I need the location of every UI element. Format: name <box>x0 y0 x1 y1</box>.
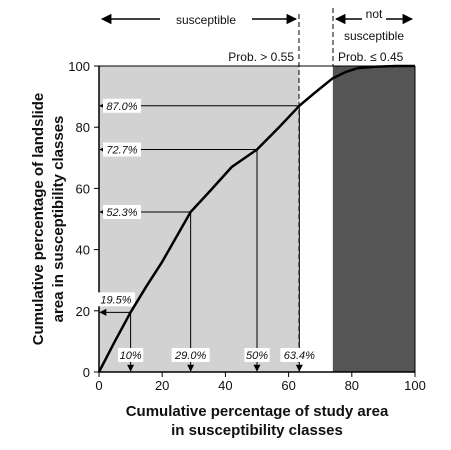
x-tick-label: 0 <box>95 378 102 393</box>
y-tick-label: 0 <box>83 365 90 380</box>
y-tick-label: 100 <box>68 59 90 74</box>
y-tick-label: 20 <box>76 304 90 319</box>
x-tick-label: 20 <box>155 378 169 393</box>
callout-label: 72.7% <box>106 145 137 157</box>
y-tick-label: 40 <box>76 243 90 258</box>
x-tick-label: 60 <box>281 378 295 393</box>
prob-low-label: Prob. ≤ 0.45 <box>338 50 404 64</box>
callout-label: 19.5% <box>100 294 131 306</box>
x-tick-label: 100 <box>404 378 426 393</box>
x-axis-title-line2: in susceptibility classes <box>171 422 343 439</box>
not-susceptible-label-line1: not <box>366 7 383 21</box>
y-tick-label: 60 <box>76 181 90 196</box>
y-tick-labels: 0 20 40 60 80 100 <box>68 59 90 380</box>
callout-label: 63.4% <box>284 350 315 362</box>
y-axis-title-line1: Cumulative percentage of landslide <box>30 93 47 346</box>
callout-label: 87.0% <box>106 101 137 113</box>
not-susceptible-region <box>333 66 415 372</box>
x-tick-labels: 0 20 40 60 80 100 <box>95 378 425 393</box>
y-axis-title-line2: area in susceptibility classes <box>50 116 67 323</box>
prob-high-label: Prob. > 0.55 <box>228 50 294 64</box>
susceptible-label: susceptible <box>176 13 236 27</box>
x-tick-label: 80 <box>345 378 359 393</box>
callout-label: 10% <box>120 350 142 362</box>
x-axis-title-line1: Cumulative percentage of study area <box>126 403 389 420</box>
y-tick-label: 80 <box>76 120 90 135</box>
callout-label: 29.0% <box>174 350 206 362</box>
x-tick-label: 40 <box>218 378 232 393</box>
not-susceptible-label-line2: susceptible <box>344 29 404 43</box>
callout-label: 52.3% <box>106 207 137 219</box>
callout-label: 50% <box>246 350 268 362</box>
